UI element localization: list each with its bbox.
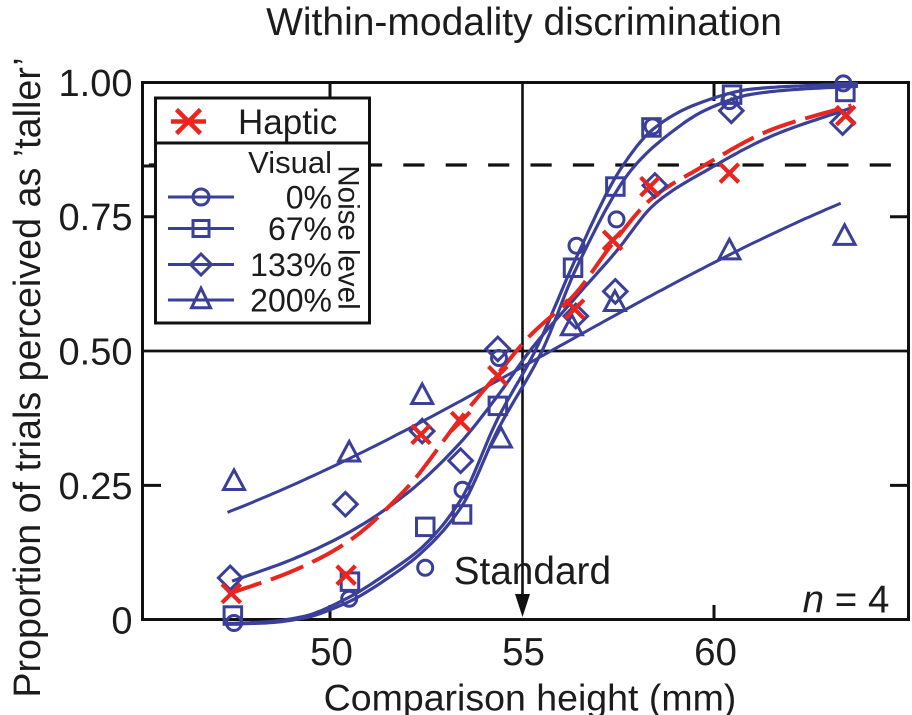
- svg-text:67%: 67%: [268, 211, 332, 247]
- svg-text:0%: 0%: [286, 179, 332, 215]
- svg-text:55: 55: [502, 631, 545, 674]
- svg-text:1.00: 1.00: [59, 63, 133, 105]
- svg-text:Comparison height (mm): Comparison height (mm): [324, 677, 737, 715]
- svg-text:Visual: Visual: [248, 145, 332, 180]
- svg-text:200%: 200%: [250, 282, 332, 318]
- svg-text:Standard: Standard: [454, 550, 611, 593]
- svg-text:n = 4: n = 4: [803, 579, 890, 622]
- svg-text:0.50: 0.50: [59, 332, 133, 374]
- svg-text:0.75: 0.75: [59, 197, 133, 239]
- svg-text:133%: 133%: [250, 247, 332, 283]
- svg-text:Haptic: Haptic: [238, 103, 337, 142]
- svg-text:Proportion of trials perceived: Proportion of trials perceived as ’talle…: [6, 57, 48, 697]
- svg-text:60: 60: [694, 631, 737, 674]
- svg-text:Noise level: Noise level: [332, 165, 365, 309]
- svg-text:0.25: 0.25: [59, 466, 133, 508]
- svg-text:50: 50: [310, 631, 353, 674]
- svg-text:0: 0: [111, 600, 132, 642]
- svg-text:Within-modality discrimination: Within-modality discrimination: [266, 1, 782, 44]
